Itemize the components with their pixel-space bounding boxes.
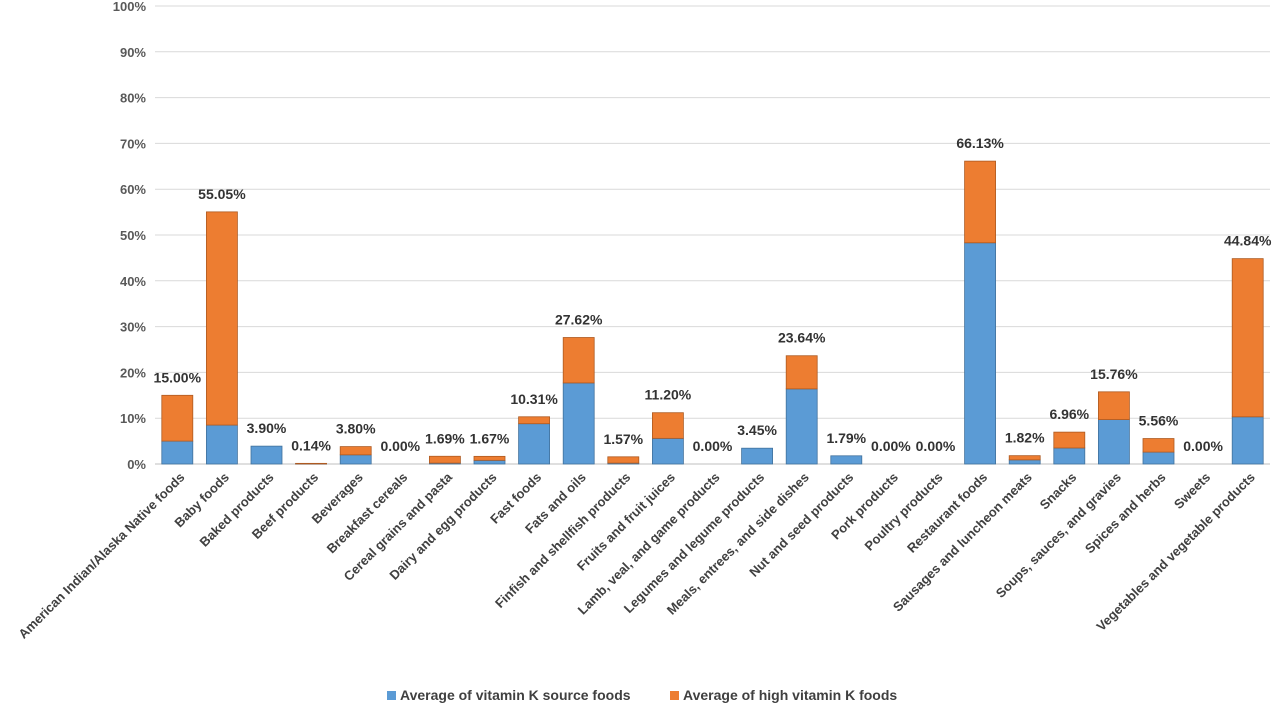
legend-swatch-source bbox=[387, 691, 396, 700]
y-tick-label: 40% bbox=[120, 274, 146, 289]
bar-high-vitamin-k bbox=[428, 455, 461, 464]
category-label: Restaurant foods bbox=[904, 470, 990, 556]
bar-high-vitamin-k bbox=[652, 412, 684, 439]
bar-high-vitamin-k bbox=[295, 462, 328, 465]
data-label: 1.79% bbox=[826, 430, 866, 446]
data-label: 1.67% bbox=[470, 430, 510, 446]
data-label: 66.13% bbox=[956, 135, 1004, 151]
y-tick-label: 10% bbox=[120, 411, 146, 426]
bar-source-foods bbox=[1098, 419, 1130, 465]
legend-swatch-high bbox=[670, 691, 679, 700]
y-tick-label: 90% bbox=[120, 45, 146, 60]
legend-label-source: Average of vitamin K source foods bbox=[400, 687, 631, 703]
data-labels: 15.00%55.05%3.90%0.14%3.80%0.00% 1.69% 1.6… bbox=[154, 135, 1272, 454]
y-tick-label: 60% bbox=[120, 182, 146, 197]
bar-source-foods bbox=[1142, 451, 1175, 465]
data-label: 55.05% bbox=[198, 186, 246, 202]
y-tick-label: 20% bbox=[120, 365, 146, 380]
bar-source-foods bbox=[250, 445, 283, 465]
data-label: 3.80% bbox=[336, 421, 376, 437]
data-label: 6.96% bbox=[1049, 406, 1089, 422]
data-label: 15.00% bbox=[154, 369, 202, 385]
data-label: 0.00% bbox=[1183, 438, 1223, 454]
bar-source-foods bbox=[1053, 447, 1086, 465]
bar-source-foods bbox=[339, 454, 372, 465]
data-label: 23.64% bbox=[778, 330, 826, 346]
data-label: 0.00% bbox=[871, 438, 911, 454]
data-label: 27.62% bbox=[555, 312, 603, 328]
bar-source-foods bbox=[518, 423, 550, 465]
bar-source-foods bbox=[741, 447, 773, 465]
category-label: American Indian/Alaska Native foods bbox=[15, 470, 187, 642]
bar-high-vitamin-k bbox=[161, 394, 194, 442]
bar-source-foods bbox=[652, 437, 684, 465]
y-tick-label: 30% bbox=[120, 320, 146, 335]
bar-high-vitamin-k bbox=[473, 455, 506, 461]
bar-high-vitamin-k bbox=[607, 456, 640, 464]
bar-source-foods bbox=[1008, 459, 1041, 465]
bar-source-foods bbox=[964, 242, 996, 465]
bar-high-vitamin-k bbox=[1142, 438, 1175, 453]
bar-source-foods bbox=[1231, 416, 1264, 465]
bar-source-foods bbox=[785, 388, 818, 465]
category-label: Spices and herbs bbox=[1082, 470, 1169, 557]
data-label: 5.56% bbox=[1139, 413, 1179, 429]
y-tick-label: 0% bbox=[127, 457, 146, 472]
bar-high-vitamin-k bbox=[964, 160, 996, 244]
bar-source-foods bbox=[562, 382, 595, 465]
bar-high-vitamin-k bbox=[562, 337, 595, 384]
category-label: Breakfast cereals bbox=[324, 470, 411, 557]
data-label: 10.31% bbox=[510, 391, 558, 407]
y-tick-label: 80% bbox=[120, 91, 146, 106]
data-label: 0.14% bbox=[291, 437, 331, 453]
data-label: 44.84% bbox=[1224, 233, 1272, 249]
data-label: 3.90% bbox=[247, 420, 287, 436]
data-label: 1.82% bbox=[1005, 430, 1045, 446]
bar-high-vitamin-k bbox=[1053, 431, 1086, 449]
data-label: 15.76% bbox=[1090, 366, 1138, 382]
category-label: Poultry products bbox=[861, 470, 945, 554]
category-label: Snacks bbox=[1037, 470, 1080, 513]
y-tick-label: 50% bbox=[120, 228, 146, 243]
bar-high-vitamin-k bbox=[518, 416, 550, 425]
bar-source-foods bbox=[830, 455, 863, 465]
legend-label-high: Average of high vitamin K foods bbox=[683, 687, 897, 703]
bar-high-vitamin-k bbox=[1098, 391, 1130, 420]
data-label: 1.69% bbox=[425, 430, 465, 446]
gridlines bbox=[155, 5, 1270, 465]
bar-high-vitamin-k bbox=[339, 446, 372, 456]
bar-high-vitamin-k bbox=[205, 211, 238, 426]
category-label: Sweets bbox=[1171, 470, 1213, 512]
bar-source-foods bbox=[161, 440, 194, 465]
legend: Average of vitamin K source foods Averag… bbox=[387, 687, 897, 703]
bars bbox=[161, 160, 1264, 465]
data-label: 11.20% bbox=[645, 387, 692, 403]
bar-source-foods bbox=[205, 424, 238, 465]
bar-high-vitamin-k bbox=[785, 355, 818, 390]
data-label: 0.00% bbox=[916, 438, 956, 454]
bar-high-vitamin-k bbox=[1231, 258, 1264, 418]
bar-high-vitamin-k bbox=[1008, 455, 1041, 461]
x-axis: American Indian/Alaska Native foodsBaby … bbox=[15, 469, 1257, 642]
data-label: 1.57% bbox=[603, 431, 643, 447]
y-axis: 0% 10% 20% 30% 40% 50% 60% 70% 80% 90% 100% bbox=[113, 0, 147, 472]
data-label: 0.00% bbox=[693, 438, 733, 454]
data-label: 3.45% bbox=[737, 422, 777, 438]
y-tick-label: 100% bbox=[113, 0, 147, 14]
y-tick-label: 70% bbox=[120, 136, 146, 151]
bar-source-foods bbox=[473, 459, 506, 465]
data-label: 0.00% bbox=[380, 438, 420, 454]
category-label: Vegetables and vegetable products bbox=[1093, 470, 1257, 634]
